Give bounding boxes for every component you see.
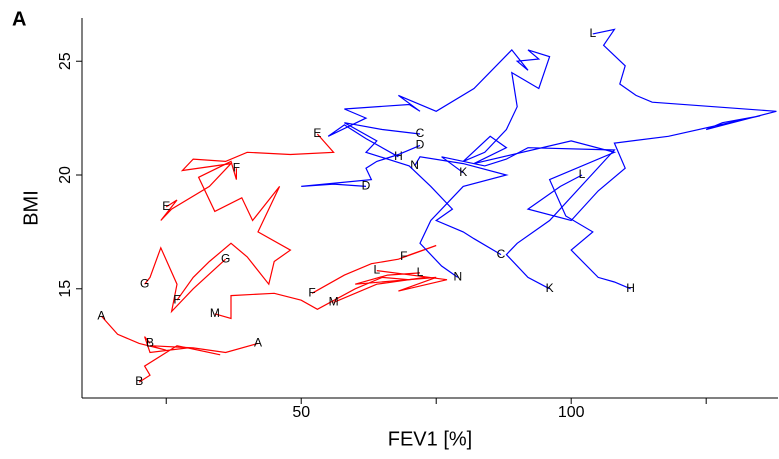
- trajectory: [214, 276, 426, 320]
- trajectory-label: C: [416, 126, 425, 140]
- trajectory-label: D: [416, 138, 425, 152]
- trajectory-label: E: [162, 199, 170, 213]
- trajectory-label: B: [135, 374, 143, 388]
- trajectory: [355, 270, 448, 292]
- trajectory: [526, 28, 777, 222]
- x-axis-title: FEV1 [%]: [388, 428, 472, 450]
- trajectory: [441, 147, 616, 290]
- trajectory-label: L: [589, 26, 596, 40]
- trajectory-label: B: [146, 336, 154, 350]
- trajectory: [344, 122, 502, 256]
- trajectory-label: G: [221, 251, 230, 265]
- trajectory: [301, 144, 421, 187]
- trajectory-label: C: [497, 247, 506, 261]
- trajectory-label: L: [417, 265, 424, 279]
- trajectory-label: F: [308, 286, 315, 300]
- trajectory-label: L: [373, 263, 380, 277]
- trajectory-label: M: [210, 306, 220, 320]
- trajectory: [144, 246, 227, 314]
- x-tick-label: 50: [292, 404, 310, 421]
- trajectory-label: K: [546, 281, 554, 295]
- trajectory-label: F: [400, 249, 407, 263]
- trajectory-label: N: [410, 158, 419, 172]
- trajectory-label: G: [140, 276, 149, 290]
- y-tick-label: 15: [57, 280, 74, 298]
- trajectory-label: H: [394, 149, 403, 163]
- trajectory-label: A: [254, 336, 262, 350]
- trajectory-label: F: [173, 292, 180, 306]
- trajectory: [311, 244, 437, 294]
- panel-label: A: [12, 8, 26, 30]
- trajectory: [100, 315, 259, 354]
- trajectory: [414, 156, 509, 278]
- x-tick-label: 100: [558, 404, 585, 421]
- trajectory-label: L: [579, 167, 586, 181]
- trajectory: [176, 160, 292, 301]
- trajectory-label: M: [329, 295, 339, 309]
- trajectory-label: D: [362, 179, 371, 193]
- trajectory-label: A: [97, 308, 105, 322]
- trajectory-label: K: [459, 165, 467, 179]
- y-tick-label: 25: [57, 52, 74, 70]
- trajectory-label: N: [453, 270, 462, 284]
- trajectory-label: E: [313, 126, 321, 140]
- trajectory-label: F: [233, 160, 240, 174]
- y-axis-title: BMI: [20, 190, 42, 226]
- trajectory: [138, 336, 221, 383]
- y-tick-label: 20: [57, 166, 74, 184]
- trajectory: [160, 133, 335, 221]
- trajectory: [327, 48, 631, 290]
- trajectory-label: H: [626, 281, 635, 295]
